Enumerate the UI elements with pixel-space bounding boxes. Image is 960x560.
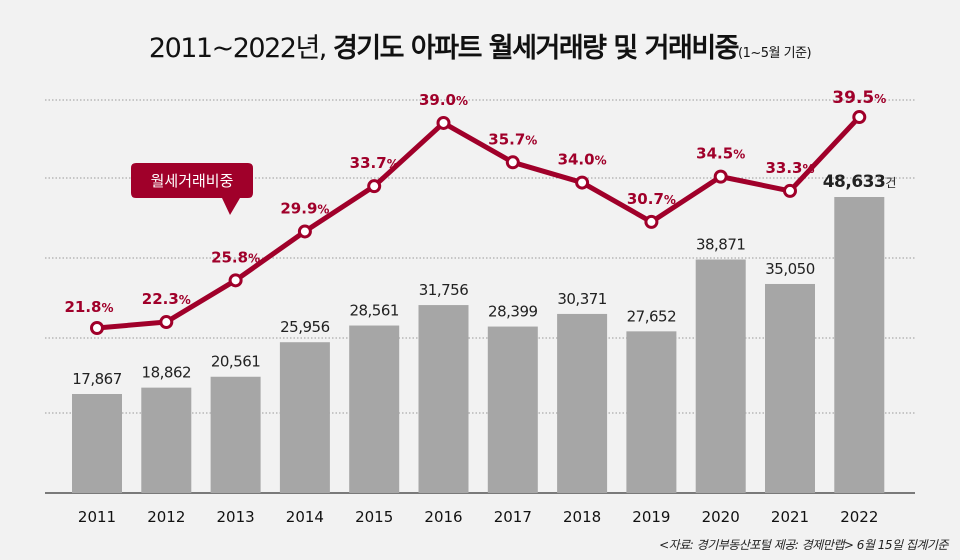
x-tick-2011: 2011 — [78, 508, 116, 526]
chart-title: 2011~2022년, 경기도 아파트 월세거래량 및 거래비중(1~5월 기준… — [0, 26, 960, 65]
percent-unit: % — [595, 154, 607, 168]
x-tick-2019: 2019 — [632, 508, 670, 526]
percent-unit: % — [525, 133, 537, 147]
bar-2018 — [557, 313, 608, 493]
bar-2020 — [695, 259, 746, 493]
line-point-2016 — [436, 115, 451, 130]
x-tick-2017: 2017 — [494, 508, 532, 526]
bar-label-2016: 31,756 — [419, 281, 469, 299]
bar-2017 — [487, 326, 538, 493]
x-tick-2022: 2022 — [840, 508, 878, 526]
line-label-2013: 25.8% — [211, 248, 260, 266]
bar-2013 — [210, 376, 261, 493]
line-label-2021: 33.3% — [765, 159, 814, 177]
line-label-2017: 35.7% — [488, 130, 537, 148]
bar-2015 — [349, 325, 400, 493]
bar-unit: 건 — [885, 176, 896, 190]
line-label-2011: 21.8% — [64, 298, 113, 316]
line-label-2020: 34.5% — [696, 145, 745, 163]
percent-unit: % — [248, 251, 260, 265]
line-point-2018 — [575, 175, 590, 190]
line-point-2015 — [367, 179, 382, 194]
legend-callout-box — [131, 163, 253, 215]
bar-2011 — [72, 394, 122, 493]
line-series-ratio — [96, 115, 862, 331]
title-years: 2011~2022년, — [148, 33, 327, 64]
line-point-2011 — [90, 321, 104, 335]
line-point-2014 — [297, 224, 312, 239]
bar-2016 — [418, 305, 469, 493]
line-label-2018: 34.0% — [558, 151, 607, 169]
percent-unit: % — [387, 157, 399, 171]
legend-callout-label: 월세거래비중 — [151, 172, 234, 190]
bar-2012 — [141, 387, 192, 493]
line-point-2020 — [713, 169, 728, 184]
bar-label-2015: 28,561 — [349, 302, 399, 320]
percent-unit: % — [733, 148, 745, 162]
x-tick-2020: 2020 — [702, 508, 740, 526]
line-point-2021 — [783, 183, 797, 198]
line-point-2017 — [505, 155, 520, 170]
percent-unit: % — [317, 202, 329, 216]
line-point-2013 — [228, 273, 243, 288]
bar-label-2022: 48,633건 — [823, 172, 896, 192]
bar-label-2018: 30,371 — [557, 290, 607, 308]
bar-2021 — [765, 283, 815, 493]
line-label-2015: 33.7% — [350, 154, 399, 172]
bar-label-2017: 28,399 — [488, 303, 538, 321]
percent-unit: % — [664, 193, 676, 207]
bar-2014 — [279, 342, 330, 493]
bar-label-2019: 27,652 — [627, 307, 677, 325]
line-point-2019 — [644, 214, 659, 229]
title-main: 경기도 아파트 월세거래량 및 거래비중 — [332, 33, 740, 64]
bar-label-2020: 38,871 — [696, 236, 746, 254]
x-tick-2016: 2016 — [424, 508, 462, 526]
bar-label-2012: 18,862 — [142, 364, 192, 382]
line-point-2022 — [852, 110, 867, 125]
percent-unit: % — [874, 92, 886, 106]
line-point-2012 — [159, 315, 174, 330]
x-tick-2021: 2021 — [771, 508, 809, 526]
percent-unit: % — [179, 293, 191, 307]
bar-label-2013: 20,561 — [211, 353, 261, 371]
bar-2022 — [834, 197, 885, 493]
x-tick-2015: 2015 — [355, 508, 393, 526]
bar-2019 — [626, 331, 677, 493]
x-tick-2014: 2014 — [286, 508, 324, 526]
line-label-2016: 39.0% — [419, 91, 468, 109]
bar-label-2011: 17,867 — [72, 370, 122, 388]
line-label-2012: 22.3% — [142, 290, 191, 308]
percent-unit: % — [802, 162, 814, 176]
source-note: <자료: 경기부동산포털 제공: 경제만랩> 6월 15일 집계기준 — [659, 538, 948, 552]
line-label-2022: 39.5% — [832, 88, 886, 108]
line-label-2014: 29.9% — [280, 199, 329, 217]
x-tick-2018: 2018 — [563, 508, 601, 526]
bar-label-2014: 25,956 — [280, 318, 330, 336]
title-subtitle: (1~5월 기준) — [738, 46, 812, 61]
bar-label-2021: 35,050 — [765, 260, 815, 278]
line-label-2019: 30.7% — [627, 190, 676, 208]
percent-unit: % — [101, 301, 113, 315]
x-tick-2012: 2012 — [147, 508, 185, 526]
x-tick-2013: 2013 — [217, 508, 255, 526]
percent-unit: % — [456, 94, 468, 108]
